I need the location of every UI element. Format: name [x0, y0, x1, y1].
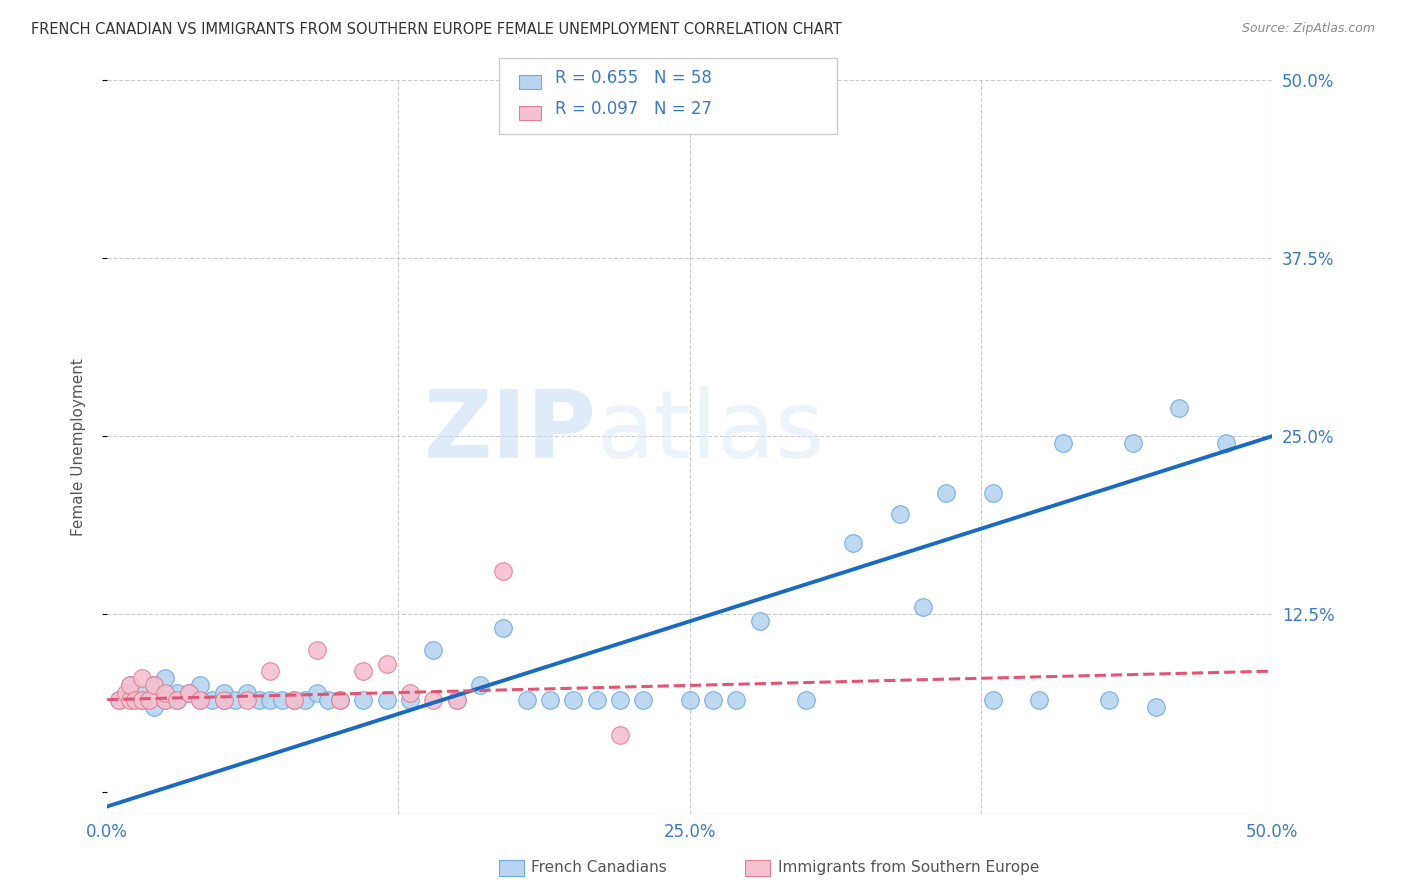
Point [120, 685, 142, 699]
Point [375, 692, 398, 706]
Point [468, 678, 491, 692]
Point [911, 600, 934, 615]
Point [446, 692, 468, 706]
Point [131, 692, 153, 706]
Point [305, 642, 328, 657]
Point [562, 692, 585, 706]
Point [201, 692, 224, 706]
Point [1168, 401, 1191, 415]
Point [142, 678, 165, 692]
Point [131, 671, 153, 685]
Point [259, 664, 281, 678]
Point [446, 692, 468, 706]
Point [155, 692, 177, 706]
Point [1052, 436, 1074, 450]
Point [679, 692, 702, 706]
Point [1215, 436, 1237, 450]
Point [155, 692, 177, 706]
Point [166, 692, 188, 706]
Point [259, 692, 281, 706]
Point [107, 692, 129, 706]
Point [270, 692, 292, 706]
Point [131, 685, 153, 699]
Point [124, 692, 146, 706]
Point [177, 685, 200, 699]
Point [422, 642, 444, 657]
Point [155, 685, 177, 699]
Point [114, 685, 136, 699]
Point [748, 615, 770, 629]
Point [492, 621, 515, 635]
Point [794, 692, 817, 706]
Point [188, 678, 211, 692]
Point [247, 692, 270, 706]
Point [981, 486, 1004, 500]
Point [188, 692, 211, 706]
Point [889, 508, 911, 522]
Point [352, 692, 374, 706]
Text: R = 0.655   N = 58: R = 0.655 N = 58 [555, 69, 713, 87]
Point [188, 692, 211, 706]
Point [631, 692, 654, 706]
Point [375, 657, 398, 671]
Point [212, 692, 235, 706]
Point [283, 692, 305, 706]
Text: ZIP: ZIP [423, 386, 596, 478]
Point [155, 671, 177, 685]
Point [212, 685, 235, 699]
Point [294, 692, 316, 706]
Text: Source: ZipAtlas.com: Source: ZipAtlas.com [1241, 22, 1375, 36]
Point [131, 692, 153, 706]
Point [329, 692, 352, 706]
Point [329, 692, 352, 706]
Point [399, 692, 422, 706]
Text: French Canadians: French Canadians [531, 860, 668, 874]
Text: FRENCH CANADIAN VS IMMIGRANTS FROM SOUTHERN EUROPE FEMALE UNEMPLOYMENT CORRELATI: FRENCH CANADIAN VS IMMIGRANTS FROM SOUTH… [31, 22, 842, 37]
Point [422, 692, 444, 706]
Point [138, 692, 160, 706]
Point [120, 678, 142, 692]
Y-axis label: Female Unemployment: Female Unemployment [72, 358, 86, 536]
Point [318, 692, 340, 706]
Point [120, 692, 142, 706]
Point [283, 692, 305, 706]
Point [166, 685, 188, 699]
Point [981, 692, 1004, 706]
Point [725, 692, 748, 706]
Point [935, 486, 957, 500]
Point [399, 685, 422, 699]
Point [1098, 692, 1121, 706]
Point [142, 699, 165, 714]
Point [236, 692, 259, 706]
Point [538, 692, 561, 706]
Point [305, 685, 328, 699]
Point [236, 685, 259, 699]
Point [142, 678, 165, 692]
Point [1144, 699, 1167, 714]
Point [516, 692, 538, 706]
Point [1028, 692, 1050, 706]
Point [492, 565, 515, 579]
Point [107, 692, 129, 706]
Point [702, 692, 724, 706]
Point [352, 664, 374, 678]
Point [609, 692, 631, 706]
Point [224, 692, 246, 706]
Point [1122, 436, 1144, 450]
Point [609, 728, 631, 742]
Point [212, 692, 235, 706]
Text: Immigrants from Southern Europe: Immigrants from Southern Europe [778, 860, 1039, 874]
Point [177, 685, 200, 699]
Point [585, 692, 607, 706]
Point [120, 678, 142, 692]
Point [842, 536, 865, 550]
Point [166, 692, 188, 706]
Text: atlas: atlas [596, 386, 825, 478]
Text: R = 0.097   N = 27: R = 0.097 N = 27 [555, 100, 713, 118]
